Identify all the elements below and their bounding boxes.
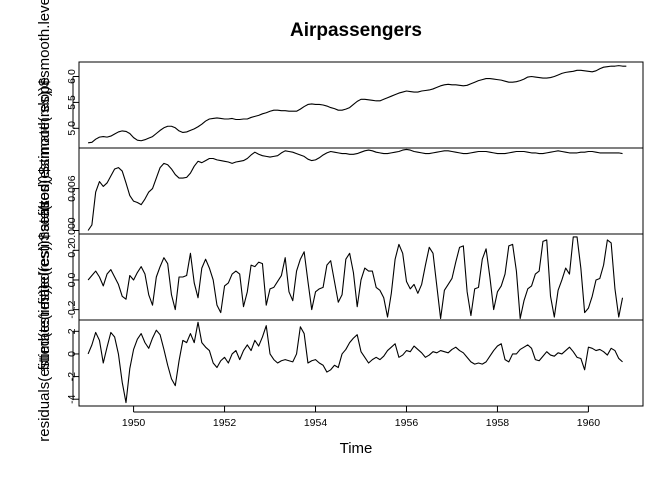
y-tick-label: 0.0: [66, 273, 78, 288]
y-axis-label: residuals(estimate(res)): [36, 284, 53, 442]
y-tick-label: 2: [66, 328, 78, 334]
series-line-panel-2: [87, 148, 623, 231]
x-tick-label: 1958: [486, 417, 510, 429]
x-tick-label: 1956: [395, 417, 419, 429]
panel-2: 0.000 0.006 fitted(estimate(res))$smooth.s…: [36, 77, 644, 305]
y-tick-label: 0.000: [66, 217, 78, 243]
y-tick-label: 5.5: [66, 95, 78, 110]
panel-frame: [78, 147, 644, 235]
y-tick-label: 0.006: [66, 175, 78, 201]
x-axis-label: Time: [340, 440, 373, 457]
panel-4: -4 -2 0 2 residuals(estimate(res)): [36, 284, 644, 442]
y-tick-label: -4: [66, 394, 78, 403]
y-tick-label: 6.0: [66, 69, 78, 84]
y-tick-label: -0.2: [66, 300, 78, 318]
series-line-panel-4: [87, 321, 623, 404]
y-tick-label: 0.2: [66, 243, 78, 258]
panel-frame: [78, 319, 644, 407]
y-axis-label: fitted(estimate(res))$season: [36, 184, 53, 371]
y-axis-label: fitted(estimate(res))$smooth.slope: [36, 77, 53, 305]
x-tick-label: 1952: [213, 417, 237, 429]
x-tick-label: 1960: [577, 417, 601, 429]
x-axis: 1950 1952 1954 1956 1958 1960: [122, 406, 600, 429]
panel-frame: [78, 233, 644, 321]
panel-group: 5.0 5.5 6.0 fitted(estimate(res))$smooth.le…: [36, 0, 644, 442]
panel-3: -0.2 0.0 0.2 fitted(estimate(res))$season: [36, 184, 644, 371]
series-line-panel-3: [87, 236, 624, 320]
chart-title: Airpassengers: [290, 20, 422, 41]
y-tick-label: -2: [66, 372, 78, 381]
y-tick-label: 5.0: [66, 121, 78, 136]
series-line-panel-1: [88, 65, 627, 144]
y-axis-label: fitted(estimate(res))$smooth.level: [36, 0, 53, 216]
y-tick-label: 0: [66, 351, 78, 357]
x-tick-label: 1950: [122, 417, 146, 429]
x-tick-label: 1954: [304, 417, 328, 429]
